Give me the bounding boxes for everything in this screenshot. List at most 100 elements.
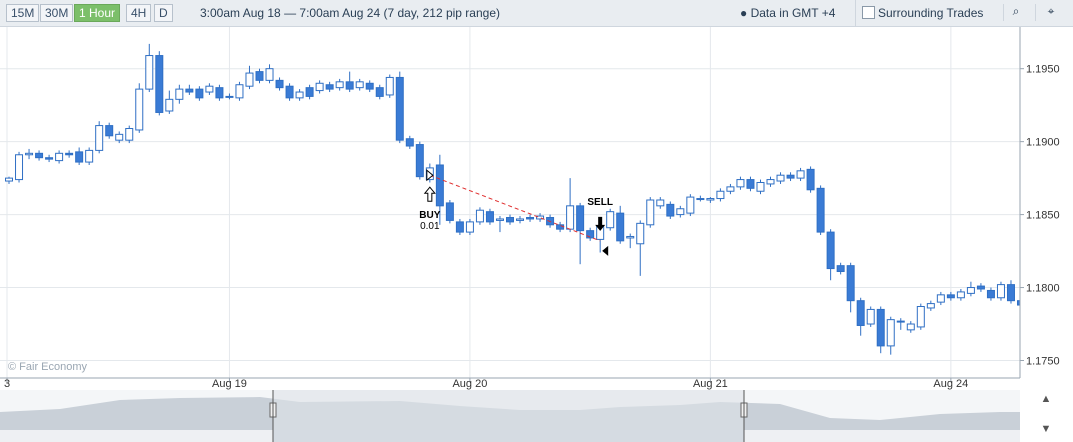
x-tick-label: Aug 24 <box>933 378 968 390</box>
candle-body <box>826 231 835 270</box>
candle-body <box>435 164 444 207</box>
candle-body <box>225 95 234 98</box>
candle-body <box>475 209 484 223</box>
candle-body <box>886 319 895 347</box>
trade-line <box>429 174 601 242</box>
exit-marker <box>602 245 609 256</box>
candle-body <box>1006 284 1015 302</box>
candle-body <box>966 287 975 294</box>
timeframe-button[interactable]: 4H <box>126 4 152 22</box>
search-button[interactable]: ⌕ <box>1003 4 1028 21</box>
candle-body <box>235 84 244 99</box>
y-tick-label: 1.1950 <box>1026 64 1060 76</box>
toolbar: 15M 30M 1 Hour 4H D 3:00am Aug 18 — 7:00am A… <box>0 0 1073 27</box>
candle-body <box>365 82 374 90</box>
y-tick-label: 1.1750 <box>1026 355 1060 367</box>
candle-body <box>285 85 294 99</box>
navigator: ▲ ▼ <box>0 390 1051 442</box>
candle-body <box>355 81 364 89</box>
timezone[interactable]: ● Data in GMT +4 <box>740 6 836 20</box>
candle-body <box>836 265 845 272</box>
candle-body <box>906 323 915 331</box>
candle-body <box>85 149 94 163</box>
candle-body <box>195 88 204 99</box>
plot-area <box>0 27 1020 378</box>
checkbox-label[interactable]: Surrounding Trades <box>878 6 984 20</box>
candle-body <box>796 170 805 179</box>
scroll-up[interactable]: ▲ <box>1041 393 1052 405</box>
candle-body <box>295 91 304 99</box>
checkbox[interactable] <box>862 6 875 19</box>
candle-body <box>946 294 955 299</box>
candle-body <box>505 217 514 223</box>
candle-body <box>746 179 755 189</box>
zoom-button[interactable]: ⌖ <box>1035 4 1066 21</box>
candle-body <box>25 152 34 156</box>
candle-body <box>445 202 454 221</box>
candle-body <box>5 177 14 182</box>
candle-body <box>866 308 875 325</box>
candle-body <box>245 72 254 87</box>
candle-body <box>1017 300 1020 306</box>
candle-body <box>656 199 665 207</box>
candle-body <box>185 88 194 93</box>
y-tick-label: 1.1800 <box>1026 283 1060 295</box>
candle-body <box>115 133 124 141</box>
candle-body <box>636 222 645 245</box>
candle-body <box>165 98 174 112</box>
navigator-window[interactable] <box>273 390 744 430</box>
timeframe-button[interactable]: 15M <box>6 4 40 22</box>
candle-body <box>646 199 655 226</box>
copyright: © Fair Economy <box>8 361 88 373</box>
entry-marker <box>426 169 434 182</box>
trade-size: 0.01 <box>420 221 440 232</box>
scrollbar-thumb[interactable] <box>273 430 744 442</box>
candle-body <box>786 174 795 179</box>
candle-body <box>405 138 414 147</box>
candle-body <box>776 174 785 182</box>
candle-body <box>616 212 625 242</box>
candle-body <box>696 198 705 201</box>
candle-body <box>395 76 404 141</box>
candle-body <box>65 152 74 156</box>
sell-arrow <box>595 216 606 231</box>
candle-body <box>586 230 595 239</box>
candle-body <box>335 81 344 89</box>
candle-body <box>926 303 935 309</box>
timeframe-button[interactable]: 1 Hour <box>74 4 121 22</box>
candle-body <box>105 125 114 137</box>
candle-body <box>465 221 474 233</box>
candle-body <box>816 187 825 233</box>
range-text: 3:00am Aug 18 — 7:00am Aug 24 (7 day, 21… <box>200 6 500 20</box>
candle-body <box>145 55 154 90</box>
buy-arrow <box>423 186 436 202</box>
candle-body <box>666 203 675 217</box>
candle-body <box>686 196 695 214</box>
candle-body <box>215 87 224 99</box>
candle-body <box>676 208 685 216</box>
candle-body <box>175 88 184 100</box>
candle-body <box>375 87 384 97</box>
y-tick-label: 1.1900 <box>1026 137 1060 149</box>
separator <box>855 0 856 26</box>
candle-body <box>255 71 264 81</box>
scroll-down[interactable]: ▼ <box>1041 423 1052 435</box>
candle-body <box>75 151 84 163</box>
x-tick-label: Aug 19 <box>212 378 247 390</box>
candle-body <box>526 217 535 220</box>
timeframe-button[interactable]: 30M <box>40 4 74 22</box>
candle-body <box>135 88 144 131</box>
candle-body <box>556 224 565 230</box>
candle-body <box>916 306 925 328</box>
candle-body <box>876 308 885 347</box>
timeframe-button[interactable]: D <box>154 4 173 22</box>
candle-body <box>15 154 24 181</box>
candle-body <box>315 82 324 92</box>
candle-body <box>806 168 815 191</box>
candle-body <box>846 265 855 302</box>
trade-label: BUY <box>419 210 440 221</box>
candle-body <box>45 157 54 160</box>
candle-body <box>726 186 735 192</box>
candle-body <box>856 300 865 326</box>
